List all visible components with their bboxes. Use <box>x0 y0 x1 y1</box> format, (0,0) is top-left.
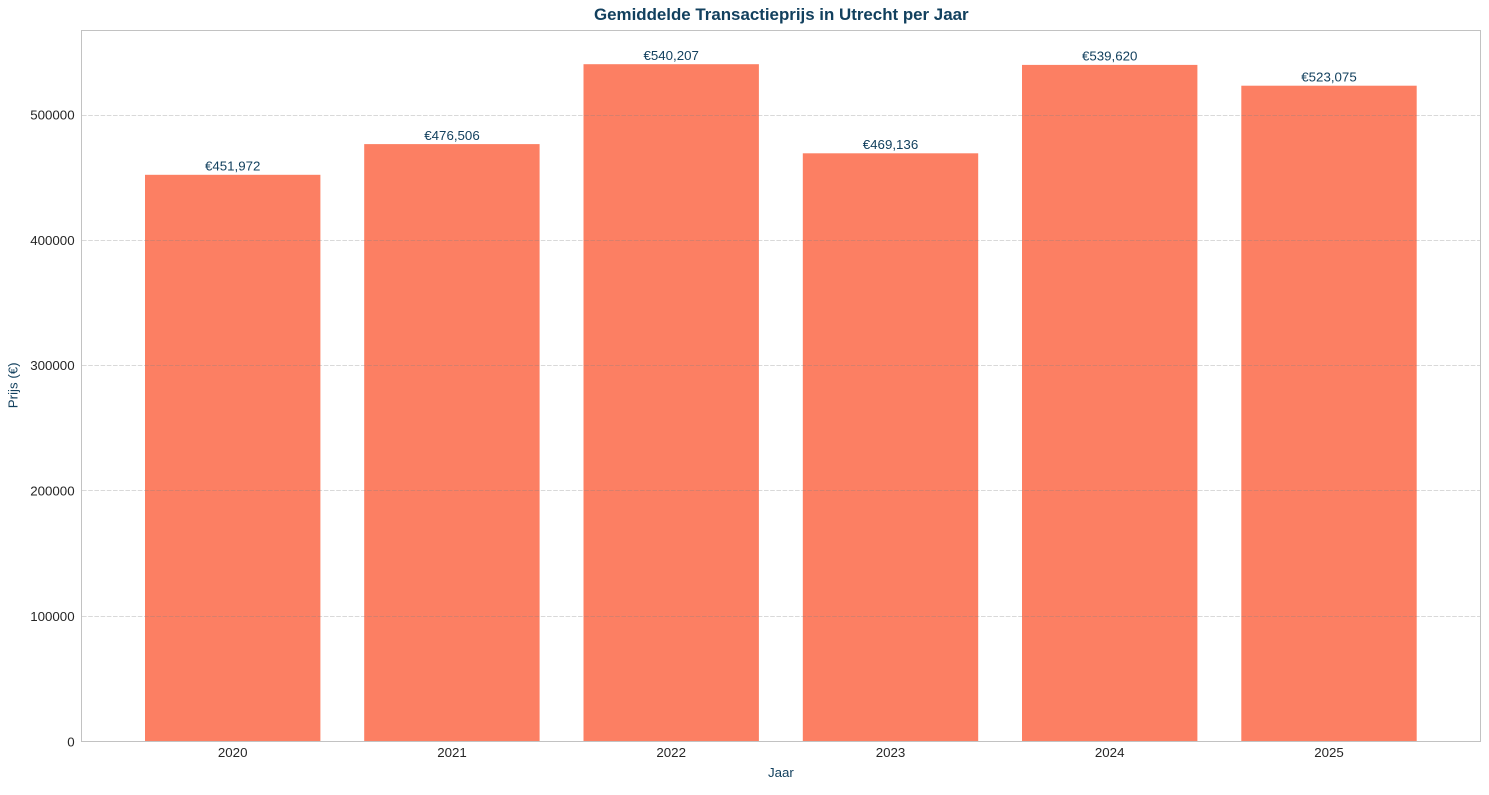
svg-text:100000: 100000 <box>30 609 74 624</box>
svg-text:2024: 2024 <box>1095 745 1125 760</box>
svg-text:200000: 200000 <box>30 484 74 499</box>
svg-text:€540,207: €540,207 <box>643 48 698 63</box>
svg-text:300000: 300000 <box>30 358 74 373</box>
svg-text:€476,506: €476,506 <box>424 128 479 143</box>
svg-text:400000: 400000 <box>30 233 74 248</box>
svg-text:2025: 2025 <box>1314 745 1344 760</box>
svg-text:€523,075: €523,075 <box>1301 70 1356 85</box>
svg-text:0: 0 <box>67 734 74 749</box>
svg-text:500000: 500000 <box>30 107 74 122</box>
svg-text:Prijs (€): Prijs (€) <box>6 362 21 408</box>
svg-text:Jaar: Jaar <box>768 765 794 780</box>
svg-text:2023: 2023 <box>876 745 906 760</box>
svg-text:€451,972: €451,972 <box>205 159 260 174</box>
svg-text:2021: 2021 <box>437 745 467 760</box>
svg-text:Gemiddelde Transactieprijs in: Gemiddelde Transactieprijs in Utrecht pe… <box>594 5 969 24</box>
svg-text:2022: 2022 <box>656 745 686 760</box>
svg-text:2020: 2020 <box>218 745 248 760</box>
svg-text:€469,136: €469,136 <box>863 137 918 152</box>
svg-text:€539,620: €539,620 <box>1082 49 1137 64</box>
